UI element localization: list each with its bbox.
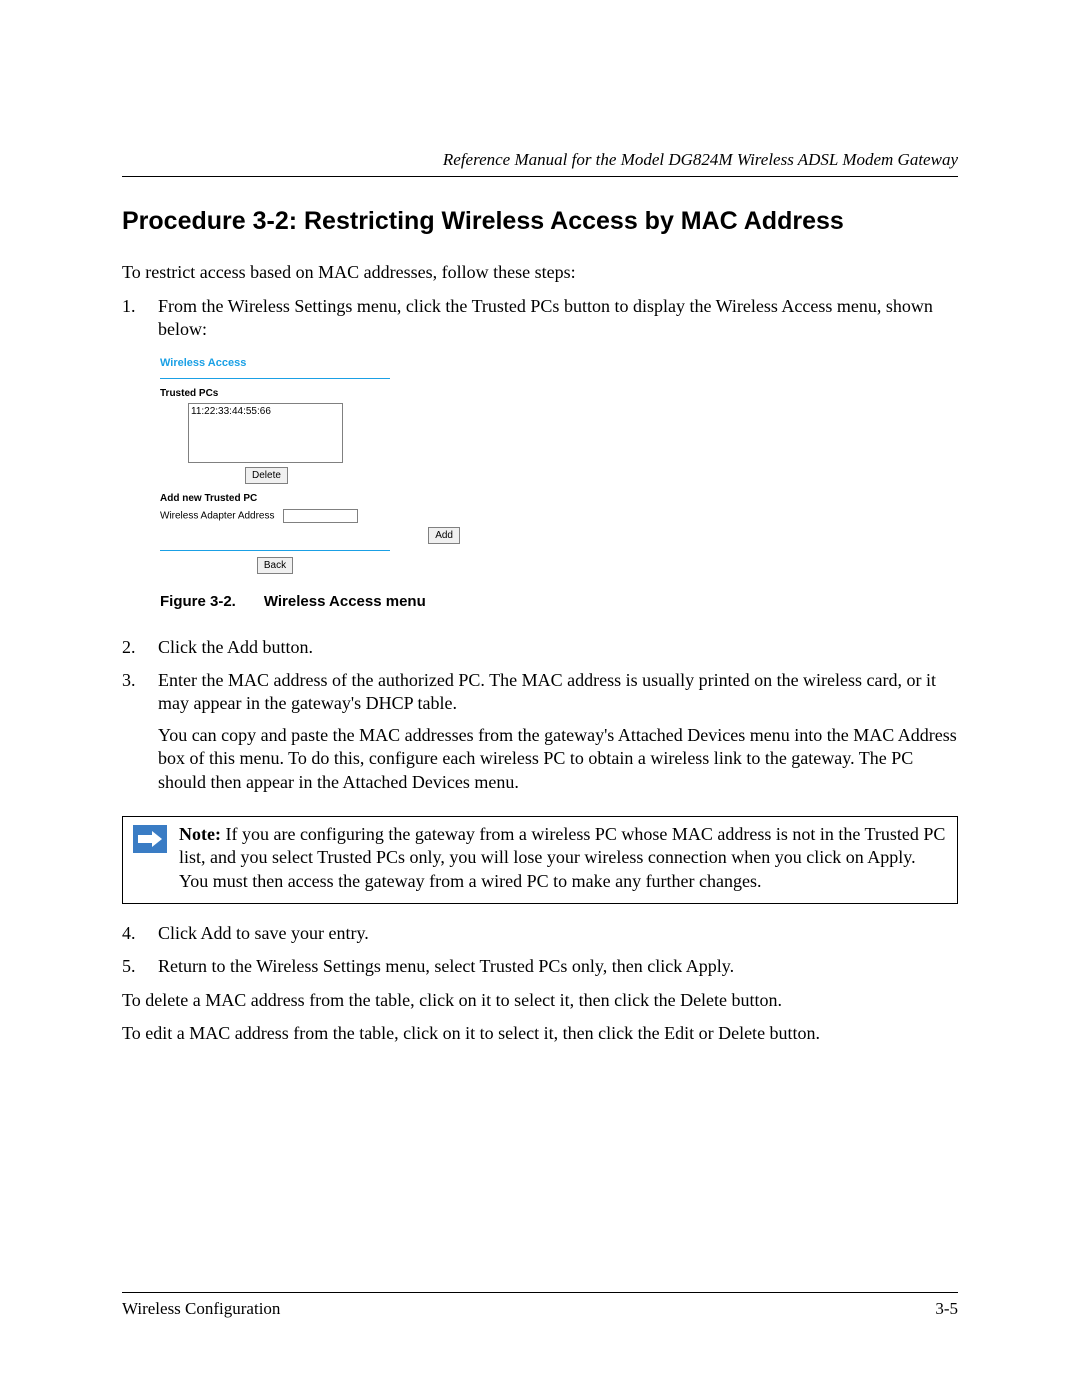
footer-page-number: 3-5: [935, 1299, 958, 1319]
adapter-address-input[interactable]: [283, 509, 358, 523]
step-number: 1.: [122, 295, 136, 318]
procedure-steps-continued: 4. Click Add to save your entry. 5. Retu…: [122, 922, 958, 979]
step-text: Enter the MAC address of the authorized …: [158, 670, 936, 713]
divider: [160, 550, 390, 551]
footer-section: Wireless Configuration: [122, 1299, 280, 1319]
add-button[interactable]: Add: [428, 527, 460, 544]
mac-entry[interactable]: 11:22:33:44:55:66: [191, 405, 340, 418]
step-1: 1. From the Wireless Settings menu, clic…: [122, 295, 958, 612]
step-4: 4. Click Add to save your entry.: [122, 922, 958, 945]
note-label: Note:: [179, 824, 221, 844]
screenshot-title: Wireless Access: [160, 356, 466, 370]
back-button[interactable]: Back: [257, 557, 293, 574]
wireless-access-screenshot: Wireless Access Trusted PCs 11:22:33:44:…: [158, 352, 468, 576]
procedure-title: Procedure 3-2: Restricting Wireless Acce…: [122, 207, 958, 236]
figure-caption: Figure 3-2. Wireless Access menu: [160, 592, 958, 612]
adapter-address-label: Wireless Adapter Address: [160, 511, 275, 522]
step-2: 2. Click the Add button.: [122, 636, 958, 659]
add-new-trusted-pc-label: Add new Trusted PC: [160, 492, 466, 505]
document-header: Reference Manual for the Model DG824M Wi…: [122, 150, 958, 177]
step-text: Return to the Wireless Settings menu, se…: [158, 956, 734, 976]
trusted-pcs-label: Trusted PCs: [160, 387, 466, 400]
step-number: 5.: [122, 955, 136, 978]
arrow-icon: [133, 825, 167, 853]
procedure-steps: 1. From the Wireless Settings menu, clic…: [122, 295, 958, 794]
figure-label: Figure 3-2.: [160, 593, 236, 610]
step-number: 4.: [122, 922, 136, 945]
step-number: 3.: [122, 669, 136, 692]
delete-instruction: To delete a MAC address from the table, …: [122, 989, 958, 1012]
step-3: 3. Enter the MAC address of the authoriz…: [122, 669, 958, 794]
step-text: Click the Add button.: [158, 637, 313, 657]
step-3-continuation: You can copy and paste the MAC addresses…: [158, 724, 958, 794]
step-text: Click Add to save your entry.: [158, 923, 369, 943]
step-text: From the Wireless Settings menu, click t…: [158, 296, 933, 339]
divider: [160, 378, 390, 379]
note-text: Note: If you are configuring the gateway…: [179, 823, 947, 893]
trusted-pc-listbox[interactable]: 11:22:33:44:55:66: [188, 403, 343, 463]
step-5: 5. Return to the Wireless Settings menu,…: [122, 955, 958, 978]
figure-title: Wireless Access menu: [264, 593, 426, 610]
delete-button[interactable]: Delete: [245, 467, 288, 484]
edit-instruction: To edit a MAC address from the table, cl…: [122, 1022, 958, 1045]
step-number: 2.: [122, 636, 136, 659]
note-body: If you are configuring the gateway from …: [179, 824, 945, 891]
intro-paragraph: To restrict access based on MAC addresse…: [122, 262, 958, 283]
note-box: Note: If you are configuring the gateway…: [122, 816, 958, 904]
page-footer: Wireless Configuration 3-5: [122, 1292, 958, 1319]
